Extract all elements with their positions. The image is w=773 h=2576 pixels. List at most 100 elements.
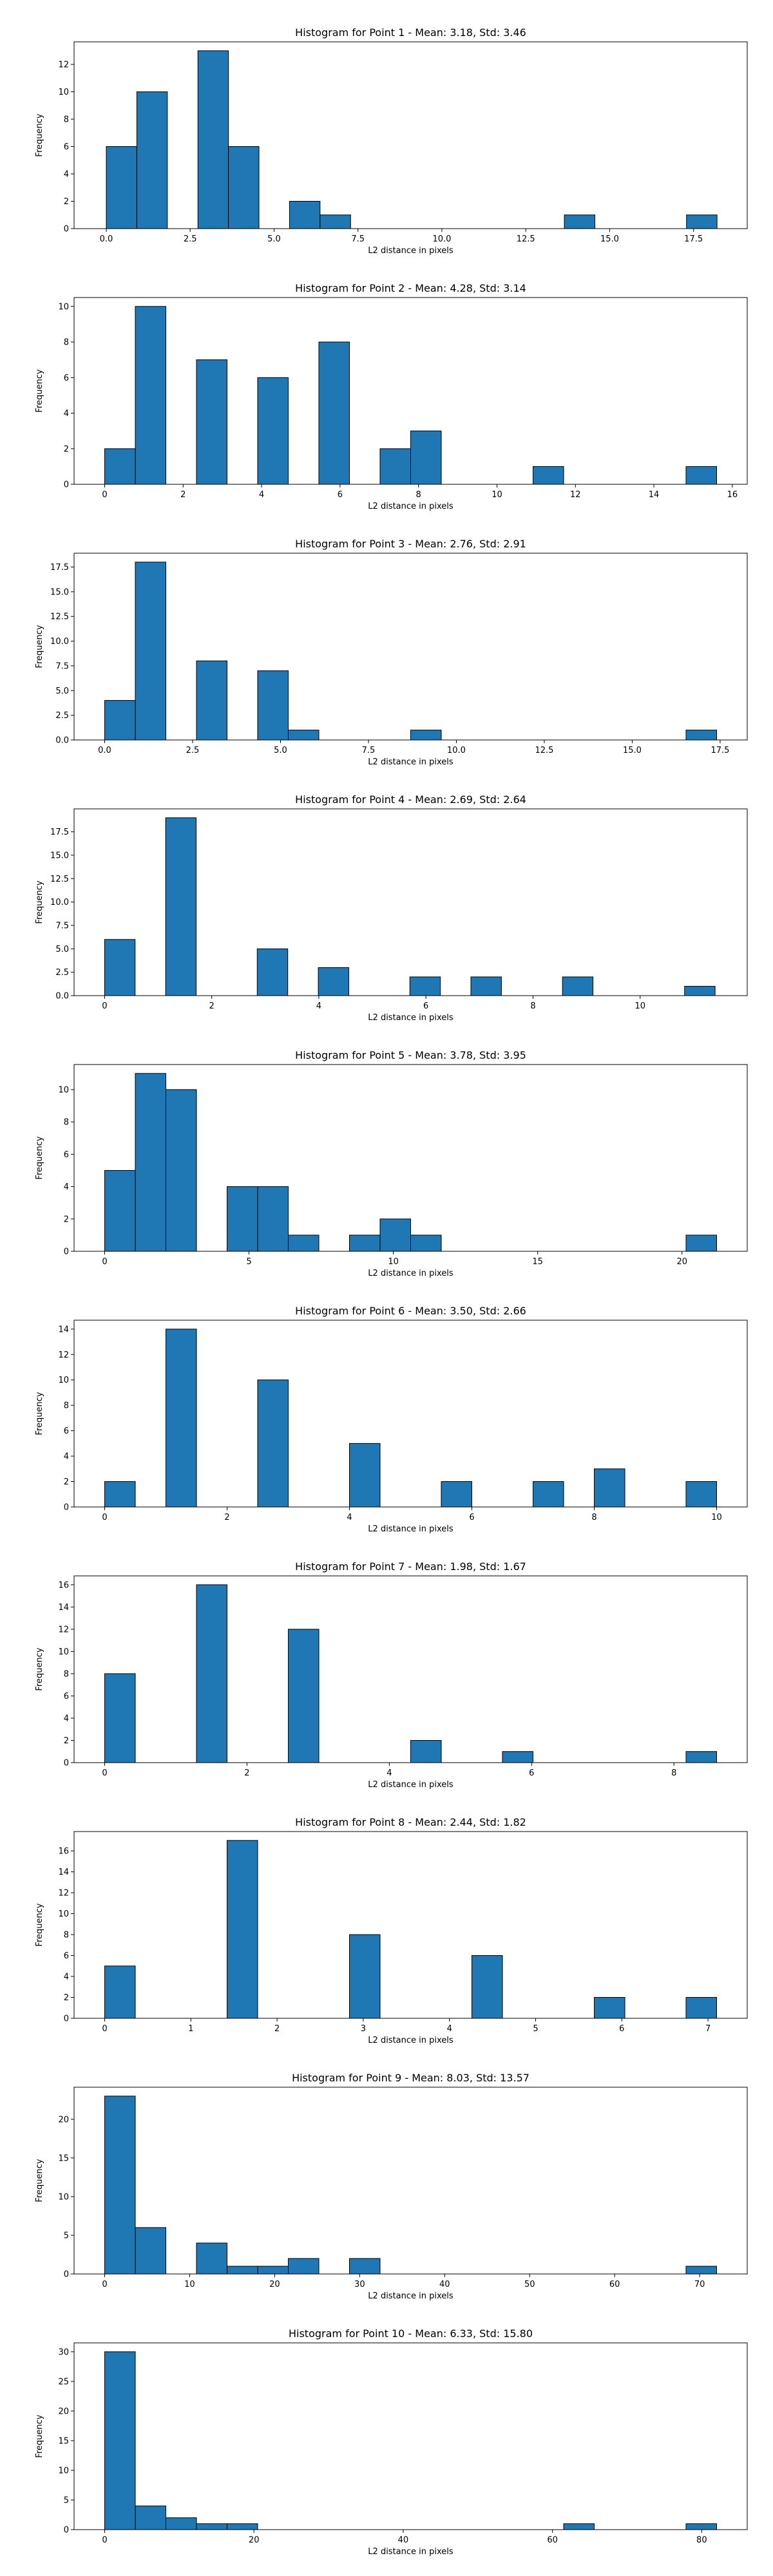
histogram-bar — [288, 1629, 320, 1763]
x-tick-label: 15.0 — [623, 746, 642, 755]
x-tick-label: 70 — [694, 2280, 705, 2289]
y-tick-label: 16 — [58, 1580, 69, 1590]
axes-frame — [73, 1831, 748, 2019]
x-tick-label: 2 — [209, 1001, 215, 1011]
histogram-panel-3: 0.0 2.5 5.0 7.5 10.0 12.5 15.0 17.5 0.0 2.5 5.0 7.5… — [35, 538, 748, 767]
x-tick-label: 2.5 — [186, 746, 200, 755]
histogram-bar — [564, 214, 596, 229]
histogram-bar — [410, 1235, 442, 1252]
histogram-bar — [135, 1073, 166, 1252]
chart-title: Histogram for Point 10 - Mean: 6.33, Std… — [289, 2327, 533, 2340]
histogram-bar — [257, 670, 289, 741]
chart-title: Histogram for Point 4 - Mean: 2.69, Std:… — [295, 793, 526, 806]
chart-title: Histogram for Point 3 - Mean: 2.76, Std:… — [295, 538, 526, 550]
x-tick-label: 8 — [530, 1001, 535, 1011]
x-tick-label: 0 — [102, 2280, 107, 2289]
x-axis-label: L2 distance in pixels — [368, 2547, 453, 2557]
histogram-bar — [104, 448, 136, 485]
x-tick-label: 10 — [711, 1513, 722, 1522]
histogram-bar — [227, 2523, 258, 2530]
x-tick-label: 5 — [246, 1257, 251, 1267]
x-tick-label: 40 — [398, 2535, 409, 2545]
chart-title: Histogram for Point 6 - Mean: 3.50, Std:… — [295, 1305, 526, 1317]
axes-frame — [73, 553, 748, 741]
x-tick-label: 15 — [532, 1257, 543, 1267]
y-tick-label: 15.0 — [50, 851, 69, 860]
y-tick-label: 0 — [64, 1247, 69, 1257]
x-tick-label: 4 — [447, 2024, 452, 2034]
histogram-bar — [106, 146, 137, 229]
x-tick-label: 0 — [102, 2024, 107, 2034]
y-tick-label: 25 — [58, 2377, 69, 2387]
histogram-bar — [135, 2227, 166, 2275]
x-tick-label: 0 — [102, 1768, 107, 1778]
y-tick-label: 0.0 — [55, 736, 69, 746]
y-tick-label: 5.0 — [55, 945, 69, 954]
axes-frame — [73, 1575, 748, 1763]
histogram-bar — [288, 2258, 320, 2275]
histogram-bar — [135, 306, 166, 485]
x-tick-label: 8 — [591, 1513, 596, 1522]
y-tick-label: 6 — [64, 374, 69, 383]
x-tick-label: 4 — [347, 1513, 352, 1522]
histogram-bar — [379, 448, 411, 485]
x-tick-label: 50 — [524, 2280, 535, 2289]
y-tick-label: 14 — [58, 1868, 69, 1877]
y-tick-label: 0.0 — [55, 992, 69, 1001]
y-tick-label: 5.0 — [55, 687, 69, 696]
x-tick-label: 2 — [224, 1513, 229, 1522]
x-axis-label: L2 distance in pixels — [368, 502, 453, 511]
histogram-bar — [196, 2523, 227, 2530]
y-tick-label: 16 — [58, 1847, 69, 1857]
histogram-bar — [686, 214, 718, 229]
y-tick-label: 10 — [58, 2466, 69, 2476]
y-tick-label: 0 — [64, 225, 69, 234]
histogram-bar — [318, 341, 350, 485]
histogram-bar — [288, 1235, 320, 1252]
x-tick-label: 8 — [416, 490, 421, 500]
y-tick-label: 20 — [58, 2407, 69, 2416]
histogram-bar — [227, 1186, 258, 1252]
x-tick-label: 12.5 — [517, 234, 535, 244]
x-tick-label: 4 — [259, 490, 264, 500]
y-tick-label: 0 — [64, 1759, 69, 1768]
x-tick-label: 4 — [386, 1768, 392, 1778]
histogram-panel-7: 0 2 4 6 8 0 2 4 6 8 10 12 14 16 Histogram for Point 7 … — [35, 1560, 748, 1790]
y-tick-label: 4 — [64, 1182, 69, 1192]
y-tick-label: 8 — [64, 1118, 69, 1128]
histogram-bar — [104, 1965, 136, 2019]
x-tick-label: 7 — [705, 2024, 711, 2034]
y-tick-label: 8 — [64, 1669, 69, 1679]
chart-title: Histogram for Point 7 - Mean: 1.98, Std:… — [295, 1560, 526, 1573]
histogram-bar — [563, 2523, 595, 2530]
y-tick-label: 6 — [64, 142, 69, 152]
x-tick-label: 5 — [533, 2024, 538, 2034]
x-tick-label: 8 — [671, 1768, 676, 1778]
x-axis-label: L2 distance in pixels — [368, 1524, 453, 1534]
x-tick-label: 0.0 — [100, 234, 113, 244]
x-tick-label: 20 — [269, 2280, 280, 2289]
y-tick-label: 17.5 — [50, 563, 69, 573]
y-tick-label: 15 — [58, 2154, 69, 2163]
histogram-bar — [410, 430, 442, 485]
x-tick-label: 10 — [491, 490, 502, 500]
histogram-bar — [196, 359, 227, 485]
x-tick-label: 12.5 — [535, 746, 553, 755]
x-tick-label: 0 — [102, 1001, 107, 1011]
y-tick-label: 7.5 — [55, 921, 69, 931]
histogram-bar — [256, 948, 289, 996]
y-tick-label: 4 — [64, 409, 69, 419]
y-tick-label: 6 — [64, 1426, 69, 1436]
histogram-bar — [685, 1751, 717, 1763]
histogram-bar — [166, 2517, 197, 2530]
y-tick-label: 8 — [64, 338, 69, 348]
y-tick-label: 2 — [64, 1477, 69, 1487]
x-tick-label: 40 — [439, 2280, 450, 2289]
histogram-bar — [379, 1218, 411, 1252]
histogram-bar — [166, 1329, 197, 1508]
x-tick-label: 17.5 — [684, 234, 703, 244]
axes-frame — [73, 41, 748, 229]
x-axis-label: L2 distance in pixels — [368, 2036, 453, 2045]
x-tick-label: 0 — [102, 1513, 107, 1522]
y-tick-label: 8 — [64, 1401, 69, 1411]
